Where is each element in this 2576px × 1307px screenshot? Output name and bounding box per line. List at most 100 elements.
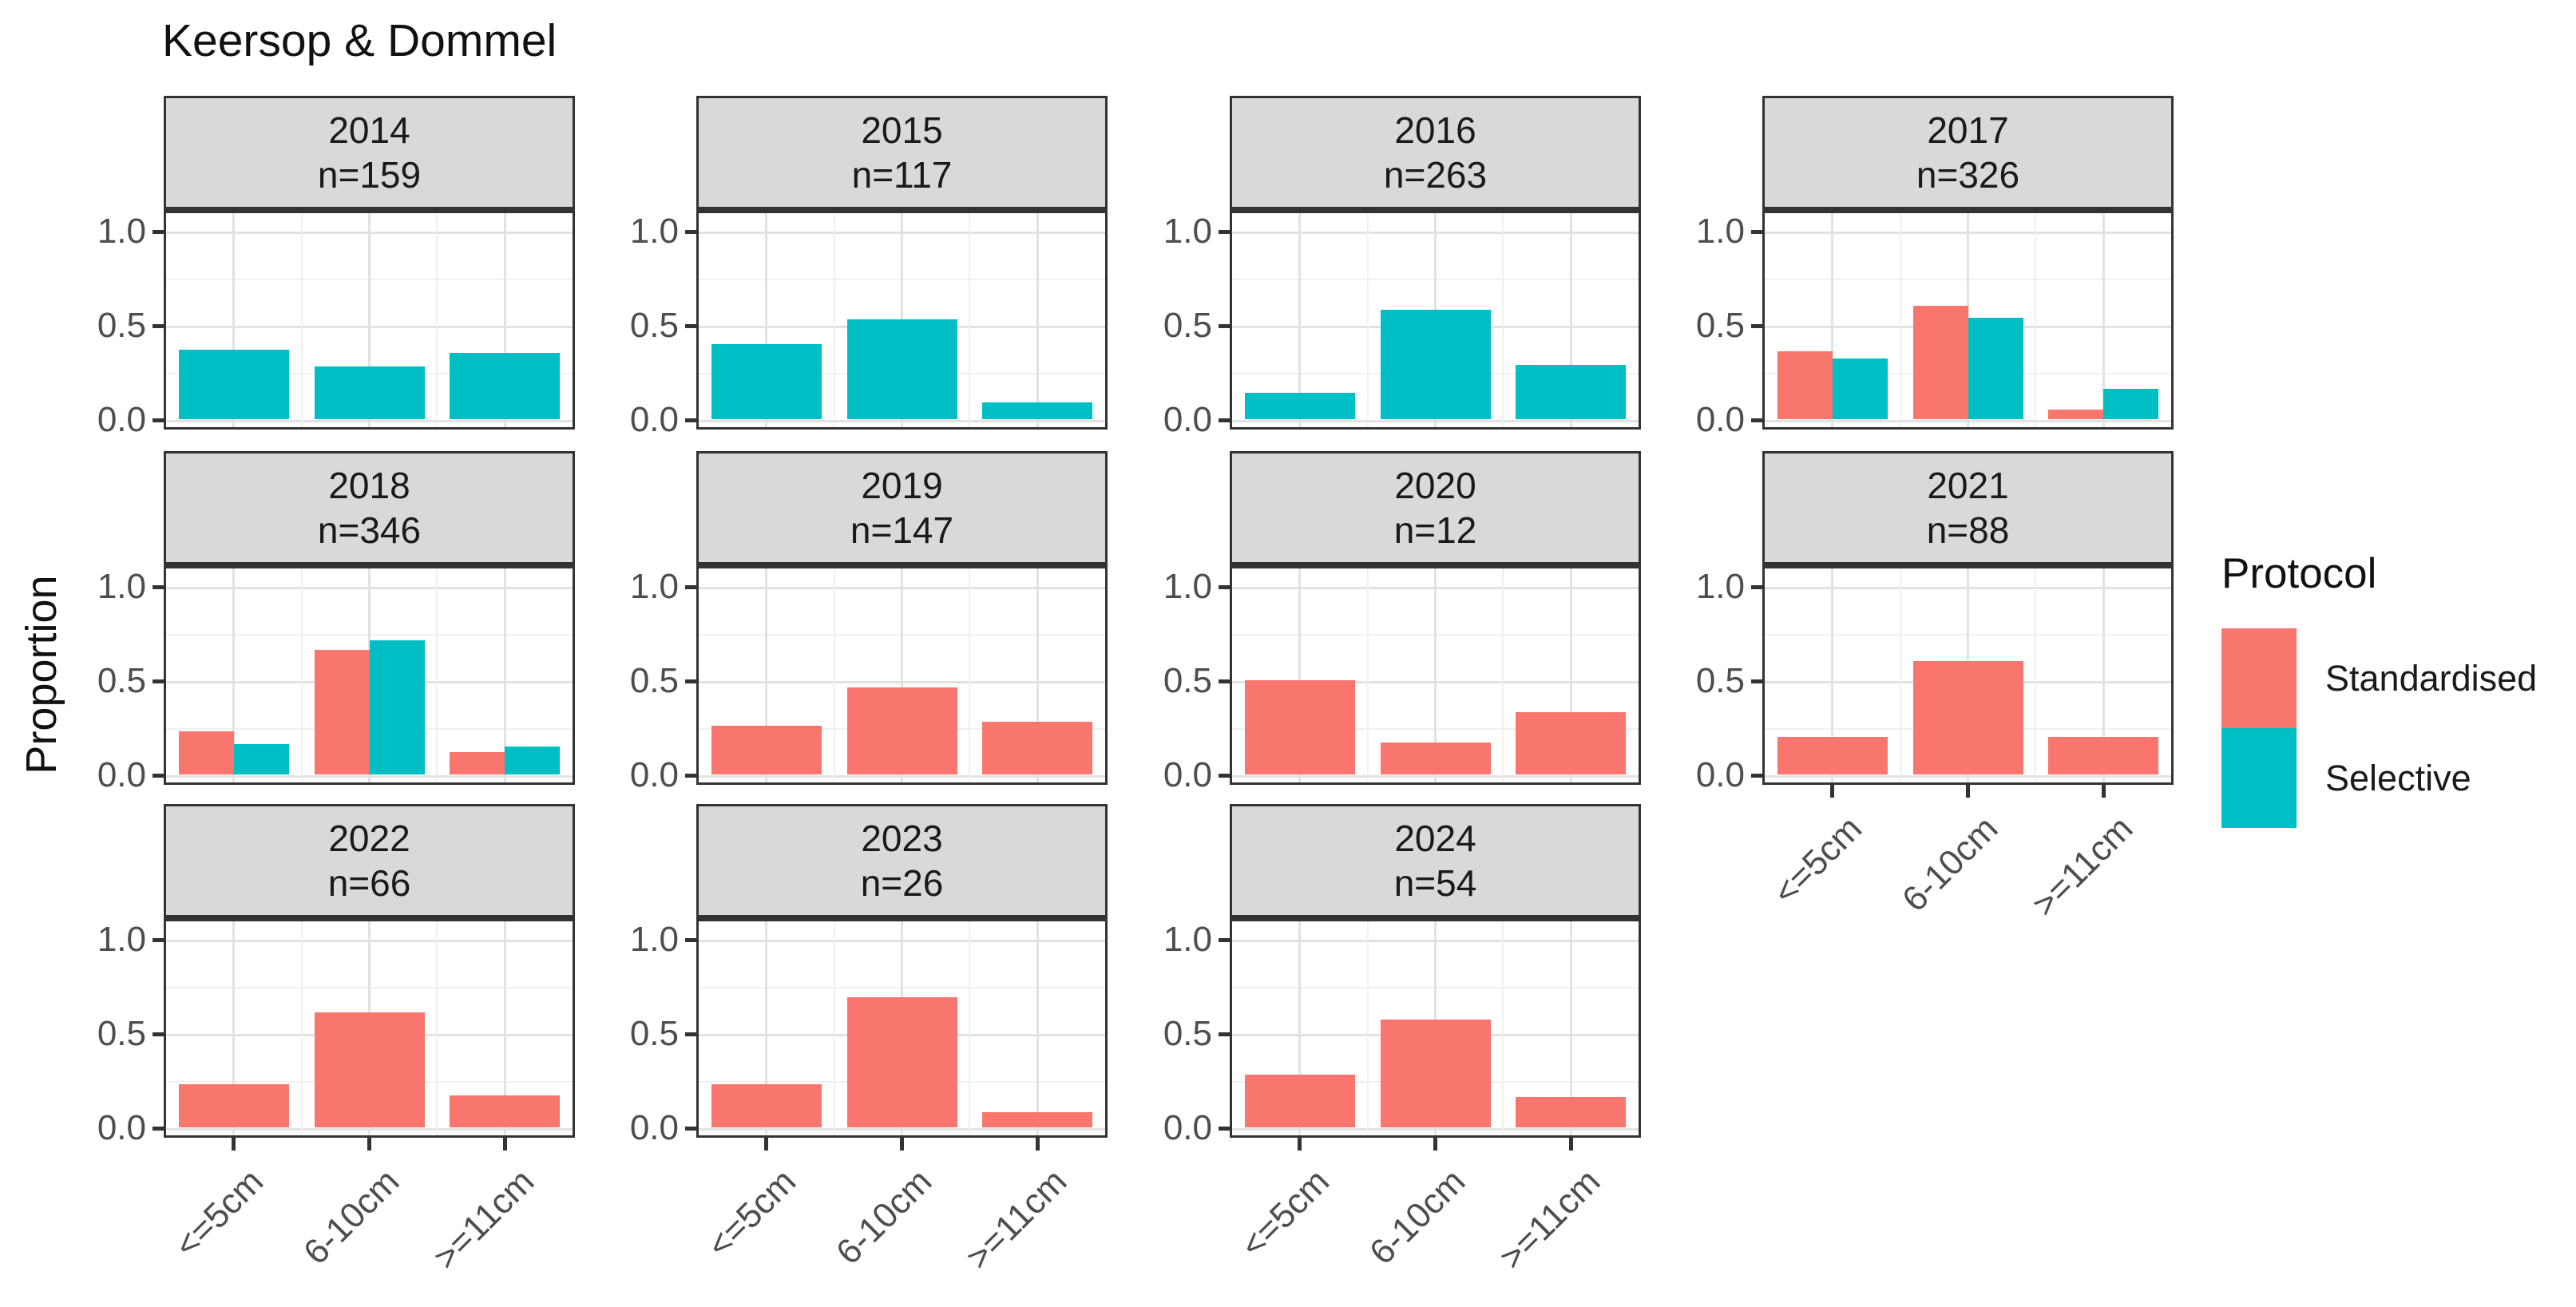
gridline-major <box>368 213 371 427</box>
facet-strip-year: 2018 <box>328 465 410 506</box>
gridline-minor <box>969 213 971 427</box>
y-tick-label: 0.5 <box>1163 1014 1212 1053</box>
bar-selective-0 <box>1244 393 1355 419</box>
x-tick <box>2101 785 2106 798</box>
facet-panel-2023 <box>696 917 1108 1138</box>
facet-panel-2020 <box>1230 564 1641 785</box>
x-tick-label: <=5cm <box>167 1162 271 1265</box>
y-tick <box>685 1032 696 1036</box>
x-tick-label: >=11cm <box>2025 809 2141 925</box>
x-tick-label: 6-10cm <box>295 1162 407 1273</box>
legend-swatch-selective <box>2221 728 2297 828</box>
y-tick-label: 0.0 <box>1695 400 1745 439</box>
gridline-minor <box>436 213 438 427</box>
gridline-major <box>232 568 236 782</box>
gridline-minor <box>300 213 303 427</box>
x-tick <box>764 1138 769 1151</box>
facet-strip-n: n=66 <box>327 862 411 904</box>
bar-standardised-0 <box>1244 1075 1355 1127</box>
facet-strip-2015: 2015 n=117 <box>696 96 1108 209</box>
bar-selective-1 <box>1380 310 1491 419</box>
gridline-major <box>232 921 236 1135</box>
facet-strip-2021: 2021 n=88 <box>1762 451 2174 564</box>
y-tick <box>685 585 696 589</box>
y-tick <box>1219 418 1230 422</box>
legend-title: Protocol <box>2221 550 2377 597</box>
bar-selective-2 <box>505 747 561 774</box>
x-tick <box>1830 785 1835 798</box>
facet-strip-year: 2021 <box>1927 465 2009 506</box>
y-tick-label: 0.5 <box>629 306 679 345</box>
y-tick-label: 1.0 <box>629 212 679 251</box>
y-tick <box>153 1127 164 1131</box>
facet-strip-2022: 2022 n=66 <box>164 804 575 917</box>
y-tick-label: 0.0 <box>97 755 146 794</box>
x-tick-label: 6-10cm <box>1894 809 2006 920</box>
gridline-major <box>503 568 506 782</box>
gridline-minor <box>833 213 835 427</box>
y-tick-label: 1.0 <box>629 567 679 606</box>
y-tick-label: 0.0 <box>629 400 679 439</box>
y-tick-label: 0.0 <box>629 1108 679 1147</box>
gridline-minor <box>1899 568 1901 782</box>
gridline-major <box>765 568 768 782</box>
facet-strip-n: n=26 <box>860 862 944 904</box>
y-tick-label: 1.0 <box>1695 212 1745 251</box>
gridline-minor <box>2035 213 2037 427</box>
gridline-minor <box>300 921 303 1135</box>
bar-standardised-1 <box>1912 306 1968 419</box>
facet-strip-2018: 2018 n=346 <box>164 451 575 564</box>
facet-strip-n: n=117 <box>851 154 953 196</box>
bar-standardised-2 <box>2048 410 2104 419</box>
y-tick-label: 0.0 <box>97 1108 146 1147</box>
facet-panel-2015 <box>696 209 1108 430</box>
gridline-minor <box>833 921 835 1135</box>
x-tick <box>1966 785 1970 798</box>
bar-standardised-0 <box>1777 351 1833 419</box>
y-tick-label: 0.5 <box>1163 661 1212 700</box>
facet-panel-2019 <box>696 564 1108 785</box>
y-tick <box>153 679 164 683</box>
gridline-minor <box>1366 213 1369 427</box>
gridline-major <box>901 568 903 782</box>
x-tick <box>232 1138 236 1151</box>
bar-standardised-1 <box>1912 661 2023 774</box>
gridline-major <box>232 213 236 427</box>
bar-standardised-1 <box>314 650 370 774</box>
gridline-minor <box>300 568 303 782</box>
y-tick-label: 0.5 <box>629 661 679 700</box>
gridline-minor <box>1502 213 1504 427</box>
gridline-major <box>1569 568 1572 782</box>
y-tick-label: 0.5 <box>1695 306 1745 345</box>
x-tick-label: <=5cm <box>699 1162 804 1265</box>
facet-strip-n: n=12 <box>1393 509 1477 551</box>
x-tick <box>1568 1138 1573 1151</box>
bar-standardised-2 <box>982 722 1093 774</box>
gridline-major <box>1831 568 1834 782</box>
y-tick-label: 0.0 <box>1163 400 1212 439</box>
gridline-major <box>765 921 768 1135</box>
bar-selective-1 <box>846 319 957 419</box>
facet-panel-2024 <box>1230 917 1641 1138</box>
bar-standardised-2 <box>1516 712 1627 774</box>
gridline-major <box>2102 568 2105 782</box>
facet-strip-n: n=147 <box>850 509 954 551</box>
gridline-major <box>1298 213 1302 427</box>
x-tick-label: <=5cm <box>1766 809 1870 913</box>
y-tick <box>1751 230 1762 234</box>
bar-selective-2 <box>982 402 1093 419</box>
bar-selective-0 <box>1832 358 1888 419</box>
bar-standardised-0 <box>711 1084 822 1127</box>
gridline-minor <box>1502 568 1504 782</box>
bar-standardised-0 <box>178 1084 289 1127</box>
facet-panel-2022 <box>164 917 575 1138</box>
bar-standardised-0 <box>711 726 822 774</box>
y-tick-label: 1.0 <box>97 920 146 959</box>
y-tick-label: 1.0 <box>1695 567 1745 606</box>
y-tick-label: 0.5 <box>1695 661 1745 700</box>
facet-strip-2014: 2014 n=159 <box>164 96 575 209</box>
bar-standardised-0 <box>178 731 234 774</box>
y-tick <box>1751 585 1762 589</box>
gridline-minor <box>833 568 835 782</box>
